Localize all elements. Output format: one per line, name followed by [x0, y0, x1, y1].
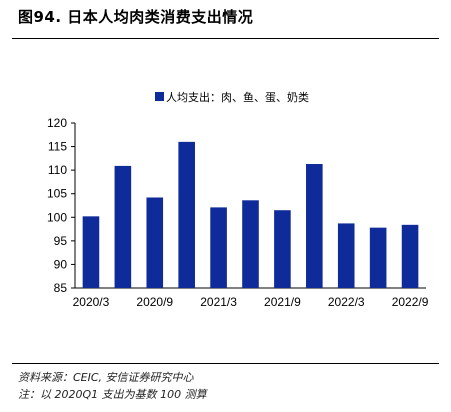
bar-2022/9 [401, 224, 419, 288]
bar-2021/6 [242, 200, 259, 288]
bars [82, 141, 419, 288]
bar-2020/3 [82, 216, 100, 288]
source-text: 资料来源：CEIC, 安信证券研究中心 [18, 371, 194, 384]
title-divider [12, 38, 439, 39]
bar-2021/12 [306, 164, 323, 288]
bar-2021/3 [210, 207, 227, 288]
bar-2020/9 [146, 197, 164, 288]
y-tick-label: 100 [47, 210, 67, 224]
y-tick-label: 90 [54, 257, 68, 271]
chart-legend: 人均支出：肉、鱼、蛋、奶类 [155, 90, 309, 104]
x-tick-label: 2022/3 [328, 295, 365, 309]
x-tick-label: 2021/9 [264, 295, 301, 309]
y-tick-label: 105 [47, 187, 67, 201]
y-tick-label: 95 [54, 234, 68, 248]
bar-2022/3 [337, 223, 355, 288]
x-tick-label: 2020/3 [73, 295, 110, 309]
x-tick-label: 2020/9 [136, 295, 173, 309]
bar-2020/6 [114, 165, 132, 288]
x-tick-label: 2022/9 [392, 295, 429, 309]
footer-notes: 资料来源：CEIC, 安信证券研究中心 注：以 2020Q1 支出为基数 100… [18, 369, 207, 403]
y-tick-label: 110 [48, 163, 67, 177]
footer-divider [12, 363, 439, 364]
y-tick-label: 85 [54, 281, 68, 295]
bar-2021/9 [274, 210, 291, 288]
x-tick-label: 2021/3 [200, 295, 237, 309]
chart-title: 图94. 日本人均肉类消费支出情况 [18, 8, 254, 26]
y-tick-label: 115 [48, 140, 67, 154]
y-axis-ticks: 85 90 95 100 105 110 115 120 [47, 116, 75, 295]
bar-2022/6 [369, 227, 387, 288]
legend-label: 人均支出：肉、鱼、蛋、奶类 [166, 90, 309, 104]
note-text: 注：以 2020Q1 支出为基数 100 测算 [18, 388, 207, 401]
x-axis-ticks: 2020/3 2020/9 2021/3 2021/9 2022/3 2022/9 [73, 295, 429, 309]
y-tick-label: 120 [47, 116, 67, 130]
bar-2020/12 [178, 141, 195, 288]
legend-swatch [155, 92, 164, 101]
